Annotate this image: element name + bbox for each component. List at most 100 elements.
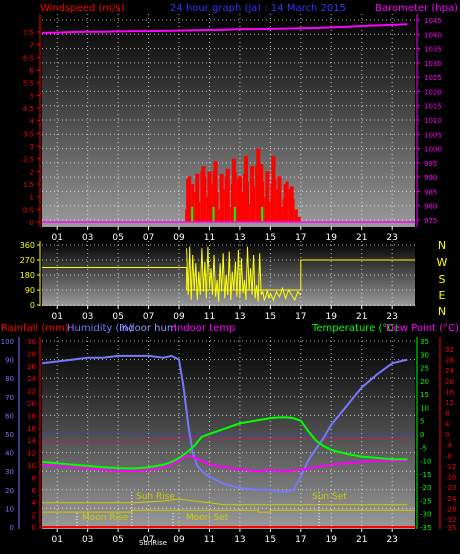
gust-bar xyxy=(186,178,191,222)
windspeed-bar xyxy=(267,201,271,222)
windspeed-tick-label: 6 xyxy=(30,67,35,75)
temperature-tick-label: -30 xyxy=(420,511,431,519)
gust-bar xyxy=(283,184,288,222)
windspeed-tick-label: 7.5 xyxy=(23,29,34,37)
barometer-tick-label: 1020 xyxy=(424,88,442,96)
x-tick-label: 13 xyxy=(234,312,245,322)
x-tick-label: 01 xyxy=(51,312,62,322)
barometer-tick-label: 1015 xyxy=(424,103,442,111)
indoor-hum-legend: Indoor hum xyxy=(119,323,177,334)
astronomy-events: Sun Rise Sun Set Moon Rise Moon Set SunR… xyxy=(82,492,347,547)
dew-point-tick-label: -16 xyxy=(445,474,457,482)
temperature-humidity-x-axis: 01 03 05 07 09 11 13 15 17 19 21 23 xyxy=(51,529,398,545)
windspeed-tick-label: 4 xyxy=(30,118,35,126)
x-tick-label: 19 xyxy=(326,233,338,243)
x-tick-label: 17 xyxy=(295,535,306,545)
windspeed-bar xyxy=(224,176,228,222)
wind-direction-panel: 0 90 180 270 360 01 03 05 07 09 11 13 15 17 19 21 23 N … xyxy=(20,239,448,322)
windspeed-tick-label: 0 xyxy=(30,219,34,227)
windspeed-bar xyxy=(258,171,262,222)
gust-bar xyxy=(244,156,249,222)
barometer-tick-label: 1035 xyxy=(424,46,442,54)
x-tick-label: 03 xyxy=(82,233,93,243)
x-tick-label: 07 xyxy=(143,233,154,243)
windspeed-bar xyxy=(194,191,198,222)
dew-point-tick-label: 16 xyxy=(445,388,454,396)
dew-point-tick-label: 0 xyxy=(445,431,449,439)
indoor-temp-legend: Indoor temp xyxy=(174,323,235,334)
windspeed-bar xyxy=(252,186,256,222)
compass-s: S xyxy=(439,273,446,286)
compass-w: W xyxy=(437,256,448,269)
humidity-tick-label: 100 xyxy=(1,338,14,346)
dew-point-tick-label: 8 xyxy=(445,410,449,418)
windspeed-bar xyxy=(218,209,222,222)
humidity-tick-label: 90 xyxy=(5,357,14,365)
wind-low-marker xyxy=(233,206,236,222)
x-tick-label: 03 xyxy=(82,535,93,545)
x-tick-label: 03 xyxy=(82,312,93,322)
temperature-humidity-grid xyxy=(42,337,415,529)
indoor-temp-line xyxy=(42,436,408,443)
x-tick-label: 01 xyxy=(51,535,62,545)
windspeed-bar xyxy=(221,189,225,222)
temperature-tick-label: 30 xyxy=(420,351,429,359)
x-tick-label: 19 xyxy=(326,312,338,322)
barometer-tick-label: 1045 xyxy=(424,17,442,25)
rainfall-tick-label: 20 xyxy=(27,400,36,408)
rainfall-tick-label: 28 xyxy=(27,350,36,358)
gust-bar xyxy=(250,166,255,222)
barometer-tick-label: 1010 xyxy=(424,117,442,125)
rainfall-tick-label: 16 xyxy=(27,425,36,433)
moon-rise-label: Moon Rise xyxy=(82,513,129,523)
dew-point-tick-label: -24 xyxy=(445,495,457,503)
windspeed-bar xyxy=(273,178,277,222)
barometer-tick-label: 975 xyxy=(424,217,437,225)
temperature-tick-label: -35 xyxy=(420,524,431,532)
windspeed-bar xyxy=(297,216,301,222)
x-tick-label: 01 xyxy=(51,233,62,243)
x-tick-label: 11 xyxy=(204,233,215,243)
barometer-tick-label: 1030 xyxy=(424,60,442,68)
wind-barometer-panel: 00.511.522.533.544.555.566.577.5 9759809… xyxy=(23,14,442,243)
windspeed-tick-label: 1.5 xyxy=(23,181,34,189)
gust-bar xyxy=(231,158,236,222)
dew-point-axis-title: Dew Point (°C) xyxy=(386,323,459,334)
windspeed-bar xyxy=(291,199,295,222)
humidity-line xyxy=(41,354,408,493)
wind-low-marker xyxy=(261,206,264,222)
rainfall-tick-label: 26 xyxy=(27,363,36,371)
temperature-humidity-plot-area xyxy=(42,337,415,529)
wind-direction-axis: 0 90 180 270 360 xyxy=(20,241,41,310)
gust-bar xyxy=(201,166,206,222)
windspeed-bar xyxy=(185,209,189,222)
windspeed-bar xyxy=(249,204,253,222)
windspeed-bar xyxy=(203,176,207,222)
windspeed-tick-label: 5 xyxy=(30,92,34,100)
gust-bar xyxy=(237,176,242,222)
dew-point-tick-label: -4 xyxy=(445,442,453,450)
wind-direction-x-axis: 01 03 05 07 09 11 13 15 17 19 21 23 xyxy=(51,306,398,322)
compass-n-top: N xyxy=(438,239,446,252)
x-tick-label: 15 xyxy=(265,535,276,545)
gust-bar xyxy=(213,161,218,222)
windspeed-bar xyxy=(255,166,259,222)
barometer-line xyxy=(41,23,408,34)
barometer-tick-label: 980 xyxy=(424,203,437,211)
compass-n-bottom: N xyxy=(438,305,446,318)
windspeed-bar xyxy=(246,181,250,222)
barometer-tick-label: 1005 xyxy=(424,131,442,139)
rainfall-tick-label: 8 xyxy=(32,474,36,482)
gust-bar xyxy=(271,156,276,222)
temperature-tick-label: -25 xyxy=(420,497,431,505)
windspeed-axis: 0 0.5 1 1.5 2 2.5 3 3.5 4 4.5 5 5.5 6 6.5 7 7.5 xyxy=(23,14,41,227)
barometer-tick-label: 985 xyxy=(424,188,437,196)
windspeed-tick-label: 1 xyxy=(30,194,34,202)
windspeed-bar xyxy=(191,184,195,222)
wind-barometer-marks xyxy=(41,23,415,223)
x-tick-label: 17 xyxy=(295,312,306,322)
windspeed-tick-label: 3.5 xyxy=(23,130,34,138)
dew-point-tick-label: 32 xyxy=(445,346,454,354)
windspeed-bar xyxy=(236,178,240,222)
temperature-tick-label: 0 xyxy=(420,431,424,439)
